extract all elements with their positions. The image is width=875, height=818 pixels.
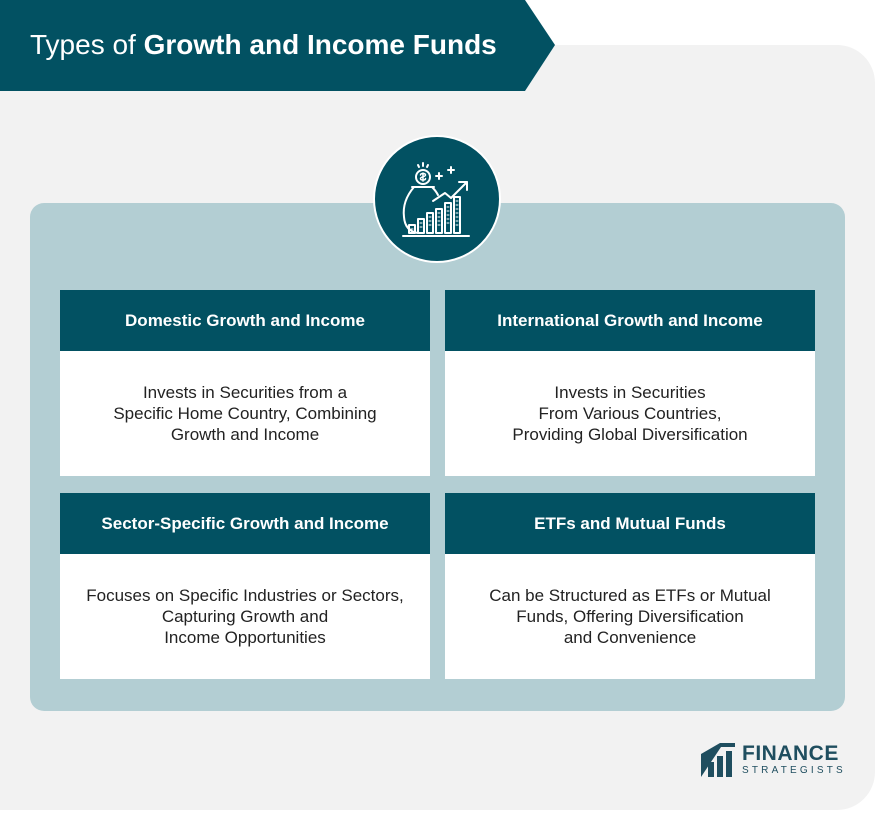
title-regular: Types of [30, 29, 144, 60]
icon-badge [373, 135, 501, 263]
logo-wordmark: FINANCE [742, 742, 839, 765]
card-description-line: Growth and Income [170, 425, 320, 444]
card-description-line: Invests in Securities from a [142, 383, 348, 402]
card-description-line: Capturing Growth and [161, 607, 329, 626]
card-description-line: Specific Home Country, Combining [113, 404, 377, 423]
card-description-line: Focuses on Specific Industries or Sector… [86, 586, 404, 605]
page-title: Types of Growth and Income Funds [30, 27, 497, 63]
card-description-line: Income Opportunities [164, 628, 326, 647]
card-title: Domestic Growth and Income [60, 290, 430, 351]
card-description-line: Funds, Offering Diversification [516, 607, 744, 626]
card-description: Invests in Securities From Various Count… [445, 351, 815, 476]
card-etfs-mutual-funds: ETFs and Mutual Funds Can be Structured … [445, 493, 815, 679]
card-description-line: Invests in Securities [554, 383, 706, 402]
card-description-line: From Various Countries, [538, 404, 722, 423]
card-description: Focuses on Specific Industries or Sector… [60, 554, 430, 679]
card-description-line: Providing Global Diversification [512, 425, 748, 444]
card-description: Invests in Securities from a Specific Ho… [60, 351, 430, 476]
card-description-line: and Convenience [563, 628, 697, 647]
card-title: Sector-Specific Growth and Income [60, 493, 430, 554]
logo-mark-icon [701, 743, 735, 777]
title-bold: Growth and Income Funds [143, 29, 497, 60]
card-title: International Growth and Income [445, 290, 815, 351]
card-title: ETFs and Mutual Funds [445, 493, 815, 554]
logo-subtitle: STRATEGISTS [742, 765, 846, 776]
title-banner: Types of Growth and Income Funds [0, 0, 555, 91]
card-international-growth-income: International Growth and Income Invests … [445, 290, 815, 476]
card-description-line: Can be Structured as ETFs or Mutual [489, 586, 771, 605]
finance-strategists-logo: FINANCE STRATEGISTS [700, 740, 843, 780]
card-description: Can be Structured as ETFs or Mutual Fund… [445, 554, 815, 679]
card-sector-specific-growth-income: Sector-Specific Growth and Income Focuse… [60, 493, 430, 679]
card-domestic-growth-income: Domestic Growth and Income Invests in Se… [60, 290, 430, 476]
money-bag-growth-chart-icon [402, 162, 470, 237]
